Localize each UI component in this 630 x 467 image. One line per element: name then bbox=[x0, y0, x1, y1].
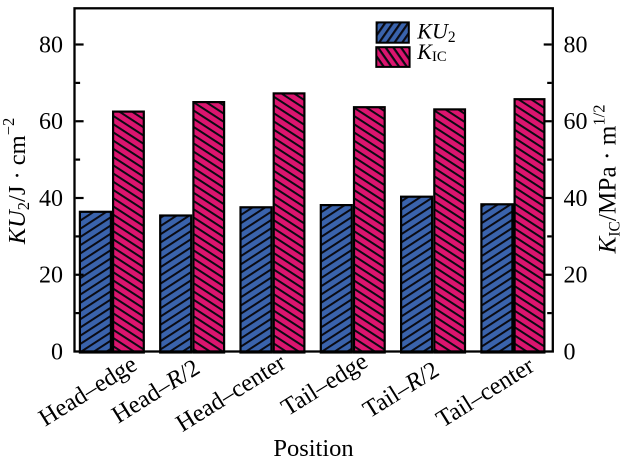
svg-text:60: 60 bbox=[564, 109, 588, 135]
svg-text:KIC/MPa · m1/2: KIC/MPa · m1/2 bbox=[590, 104, 624, 254]
svg-text:KU2/J · cm−2: KU2/J · cm−2 bbox=[0, 118, 33, 246]
svg-text:40: 40 bbox=[564, 186, 588, 212]
svg-text:Position: Position bbox=[273, 435, 353, 462]
svg-text:80: 80 bbox=[39, 33, 63, 59]
svg-text:80: 80 bbox=[564, 33, 588, 59]
svg-text:60: 60 bbox=[39, 109, 63, 135]
svg-text:Tail–center: Tail–center bbox=[432, 352, 539, 433]
svg-text:40: 40 bbox=[39, 186, 63, 212]
svg-text:20: 20 bbox=[564, 263, 588, 289]
svg-text:0: 0 bbox=[564, 340, 576, 366]
svg-text:KIC: KIC bbox=[416, 39, 446, 65]
svg-text:KU2: KU2 bbox=[416, 19, 455, 47]
svg-text:Tail–edge: Tail–edge bbox=[277, 348, 373, 422]
svg-text:20: 20 bbox=[39, 263, 63, 289]
svg-text:Tail–R/2: Tail–R/2 bbox=[358, 356, 444, 423]
svg-text:0: 0 bbox=[51, 340, 63, 366]
